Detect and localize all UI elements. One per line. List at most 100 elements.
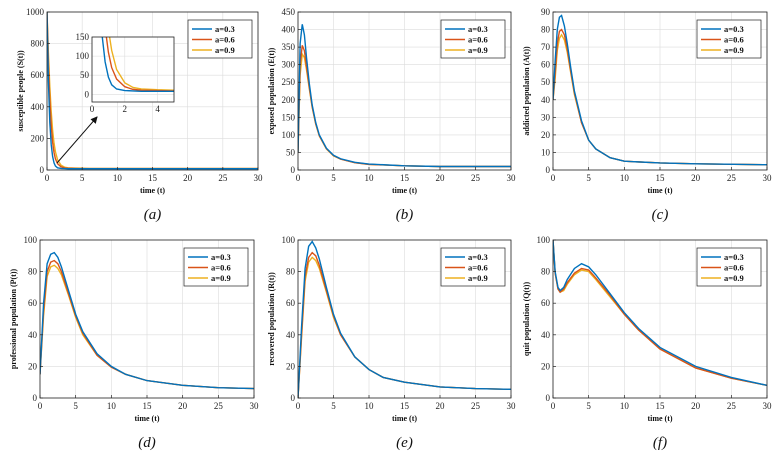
y-tick-label: 50 bbox=[286, 147, 296, 157]
series-group bbox=[553, 14, 767, 166]
x-tick-label: 30 bbox=[507, 401, 517, 411]
legend-label: a=0.3 bbox=[215, 24, 235, 34]
x-tick-label: 30 bbox=[763, 401, 773, 411]
series-group bbox=[298, 240, 511, 398]
x-tick-label: 15 bbox=[148, 173, 158, 183]
legend-label: a=0.9 bbox=[468, 273, 488, 283]
series-line-a=0.3 bbox=[553, 14, 767, 166]
x-axis-label: time (t) bbox=[134, 414, 159, 423]
y-tick-label: 10 bbox=[541, 147, 551, 157]
inset-x-tick-label: 0 bbox=[90, 104, 95, 114]
series-group bbox=[40, 251, 254, 390]
y-tick-label: 60 bbox=[286, 298, 296, 308]
panel-caption: (b) bbox=[396, 207, 414, 223]
legend-label: a=0.9 bbox=[724, 273, 744, 283]
y-tick-label: 150 bbox=[282, 112, 296, 122]
legend-label: a=0.6 bbox=[215, 35, 235, 45]
inset-bg bbox=[92, 37, 174, 102]
legend-label: a=0.9 bbox=[215, 45, 235, 55]
x-tick-label: 0 bbox=[551, 401, 556, 411]
x-tick-label: 20 bbox=[436, 173, 446, 183]
x-tick-label: 20 bbox=[691, 401, 701, 411]
x-tick-label: 10 bbox=[365, 173, 375, 183]
y-tick-label: 100 bbox=[282, 235, 296, 245]
y-tick-label: 60 bbox=[541, 298, 551, 308]
inset-y-tick-label: 0 bbox=[85, 89, 90, 99]
x-tick-label: 0 bbox=[38, 401, 43, 411]
x-tick-label: 5 bbox=[331, 173, 336, 183]
x-tick-label: 25 bbox=[727, 401, 737, 411]
x-tick-label: 5 bbox=[586, 173, 591, 183]
x-axis-label: time (t) bbox=[392, 414, 417, 423]
y-axis-label: susceptible people (S(t)) bbox=[16, 50, 25, 132]
x-tick-label: 25 bbox=[218, 173, 228, 183]
x-tick-label: 0 bbox=[551, 173, 556, 183]
panel-caption: (c) bbox=[652, 207, 669, 223]
y-tick-label: 40 bbox=[286, 330, 296, 340]
x-tick-label: 15 bbox=[656, 173, 666, 183]
y-tick-label: 0 bbox=[546, 165, 551, 175]
legend-label: a=0.6 bbox=[468, 263, 488, 273]
inset-frame bbox=[91, 36, 175, 103]
x-tick-label: 25 bbox=[727, 173, 737, 183]
y-axis-label: recovered population (R(t)) bbox=[267, 272, 276, 366]
panel-d: 0 5 10 15 20 25 30 0 20 40 60 80 100 time (t) professi… bbox=[9, 235, 259, 451]
x-tick-label: 10 bbox=[620, 173, 630, 183]
legend: a=0.3a=0.6a=0.9 bbox=[440, 19, 506, 59]
y-axis-label: addicted population (A(t)) bbox=[522, 46, 531, 136]
x-tick-label: 25 bbox=[214, 401, 224, 411]
x-tick-label: 0 bbox=[45, 173, 50, 183]
y-tick-label: 60 bbox=[541, 60, 551, 70]
panel-f: 0 5 10 15 20 25 30 0 20 40 60 80 100 time (t) quit pop… bbox=[522, 235, 772, 451]
panel-e: 0 5 10 15 20 25 30 0 20 40 60 80 100 time (t) recovere… bbox=[267, 235, 516, 451]
x-tick-label: 25 bbox=[471, 401, 481, 411]
y-tick-label: 70 bbox=[541, 42, 551, 52]
y-tick-label: 60 bbox=[28, 298, 38, 308]
y-axis-label: quit population (Q(t)) bbox=[522, 282, 531, 357]
panel-caption: (f) bbox=[653, 435, 667, 451]
x-axis-label: time (t) bbox=[392, 186, 417, 195]
y-tick-label: 80 bbox=[286, 267, 296, 277]
y-tick-label: 0 bbox=[291, 165, 296, 175]
x-tick-label: 20 bbox=[183, 173, 193, 183]
y-axis-label: professional population (P(t)) bbox=[9, 269, 18, 370]
y-tick-label: 20 bbox=[286, 361, 296, 371]
y-tick-label: 0 bbox=[546, 393, 551, 403]
x-tick-label: 15 bbox=[143, 401, 153, 411]
x-tick-label: 10 bbox=[113, 173, 123, 183]
x-tick-label: 25 bbox=[471, 173, 481, 183]
inset-x-tick-label: 2 bbox=[123, 104, 128, 114]
inset-y-tick-label: 50 bbox=[80, 70, 90, 80]
x-tick-label: 30 bbox=[507, 173, 517, 183]
y-tick-label: 200 bbox=[31, 133, 45, 143]
panel-caption: (a) bbox=[144, 207, 162, 223]
x-tick-label: 15 bbox=[400, 401, 410, 411]
x-tick-label: 10 bbox=[365, 401, 375, 411]
y-tick-label: 40 bbox=[541, 330, 551, 340]
inset-series-line-a=0.6 bbox=[105, 37, 174, 92]
y-tick-label: 0 bbox=[291, 393, 296, 403]
legend-label: a=0.9 bbox=[468, 45, 488, 55]
legend: a=0.3a=0.6a=0.9 bbox=[183, 247, 249, 287]
x-tick-label: 15 bbox=[656, 401, 666, 411]
x-tick-label: 20 bbox=[691, 173, 701, 183]
x-tick-label: 0 bbox=[296, 401, 301, 411]
y-tick-label: 300 bbox=[282, 60, 296, 70]
series-group bbox=[298, 24, 511, 168]
inset-y-tick-label: 100 bbox=[76, 51, 90, 61]
series-line-a=0.6 bbox=[553, 240, 767, 387]
legend-label: a=0.6 bbox=[468, 35, 488, 45]
inset-series-line-a=0.3 bbox=[101, 37, 174, 92]
x-tick-label: 15 bbox=[400, 173, 410, 183]
panel-b: 0 5 10 15 20 25 30050100150200250300350400450t… bbox=[267, 7, 516, 223]
panel-c: 0 5 10 15 20 25 30 0 10 20 30 40 50 60 70 80 90 time (t) a… bbox=[522, 7, 772, 223]
inset: 0 2 4 0 50 100 150 bbox=[56, 32, 175, 164]
y-tick-label: 80 bbox=[541, 25, 551, 35]
legend-label: a=0.6 bbox=[211, 263, 231, 273]
y-tick-label: 80 bbox=[541, 267, 551, 277]
series-line-a=0.3 bbox=[298, 24, 511, 168]
legend-label: a=0.3 bbox=[211, 252, 231, 262]
legend-label: a=0.6 bbox=[724, 35, 744, 45]
panel-caption: (e) bbox=[396, 435, 413, 451]
x-tick-label: 30 bbox=[250, 401, 260, 411]
